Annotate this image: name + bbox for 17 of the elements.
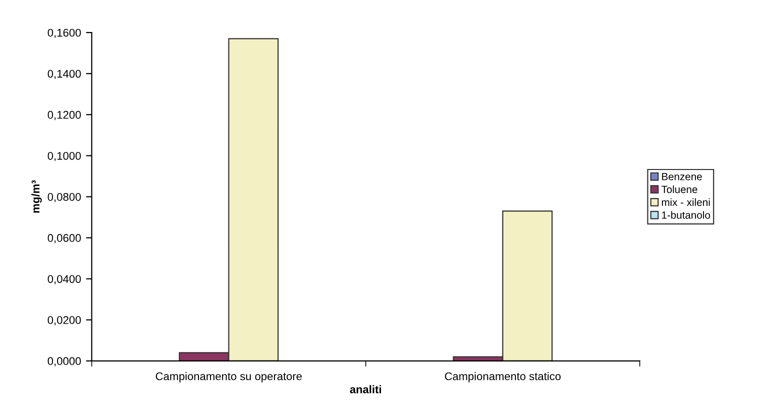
- x-tick-label: Campionamento statico: [444, 372, 561, 382]
- legend-label: mix - xileni: [662, 198, 710, 206]
- y-tick-label: 0,0000: [48, 357, 81, 366]
- x-tick-label: Campionamento su operatore: [156, 372, 302, 382]
- x-axis-title: analiti: [350, 385, 382, 394]
- y-tick-label: 0,0400: [48, 275, 81, 284]
- y-tick-label: 0,1000: [48, 152, 81, 162]
- y-tick-label: 0,1200: [48, 110, 81, 120]
- y-axis-title: mg/m³: [31, 180, 42, 213]
- y-tick-label: 0,0800: [48, 192, 81, 202]
- legend-label: Toluene: [661, 185, 698, 194]
- legend-label: Benzene: [662, 173, 702, 180]
- legend-label: 1-butanolo: [662, 211, 710, 219]
- y-tick-label: 0,1400: [48, 70, 81, 80]
- y-tick-label: 0,0200: [48, 316, 81, 326]
- y-tick-label: 0,0600: [48, 234, 81, 244]
- y-tick-label: 0,1600: [48, 28, 81, 38]
